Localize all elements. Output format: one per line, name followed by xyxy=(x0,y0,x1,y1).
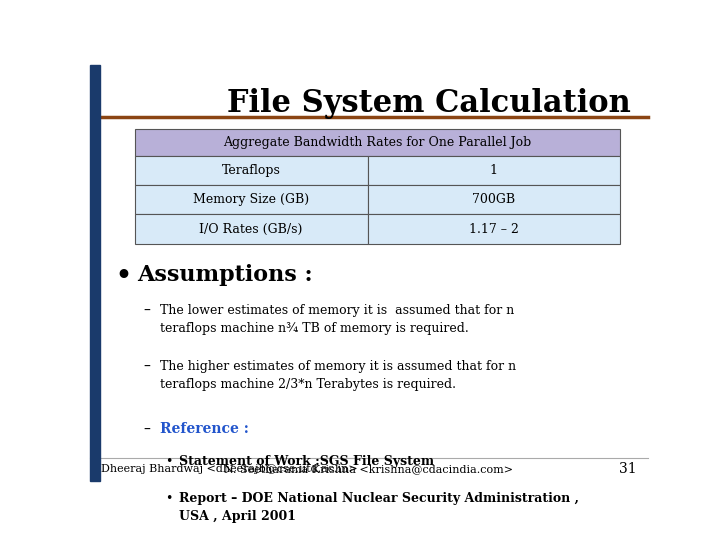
Text: •: • xyxy=(115,265,131,288)
Text: The higher estimates of memory it is assumed that for n
teraflops machine 2/3*n : The higher estimates of memory it is ass… xyxy=(160,360,516,391)
Bar xyxy=(90,65,100,481)
Text: Statement of Work :SGS File System: Statement of Work :SGS File System xyxy=(179,455,434,468)
Text: 1: 1 xyxy=(490,164,498,177)
Bar xyxy=(135,156,368,185)
Text: 700GB: 700GB xyxy=(472,193,516,206)
Text: The lower estimates of memory it is  assumed that for n
teraflops machine n¾ TB : The lower estimates of memory it is assu… xyxy=(160,304,514,335)
Text: Reference :: Reference : xyxy=(160,422,248,436)
Text: Memory Size (GB): Memory Size (GB) xyxy=(193,193,309,206)
Bar xyxy=(368,156,620,185)
Text: –: – xyxy=(143,304,150,318)
Bar xyxy=(368,214,620,244)
Bar xyxy=(135,214,368,244)
Text: File System Calculation: File System Calculation xyxy=(228,87,631,119)
Text: •: • xyxy=(166,455,173,468)
Text: N. Seetharama Krishna <krishna@cdacindia.com>: N. Seetharama Krishna <krishna@cdacindia… xyxy=(225,464,513,474)
Text: Aggregate Bandwidth Rates for One Parallel Job: Aggregate Bandwidth Rates for One Parall… xyxy=(223,136,531,149)
Text: Report – DOE National Nuclear Security Administration ,
USA , April 2001: Report – DOE National Nuclear Security A… xyxy=(179,492,580,523)
Text: Teraflops: Teraflops xyxy=(222,164,281,177)
Text: –: – xyxy=(143,422,150,436)
Bar xyxy=(368,185,620,214)
Text: •: • xyxy=(166,492,173,505)
Text: –: – xyxy=(143,360,150,374)
Bar xyxy=(135,129,620,156)
Text: Assumptions :: Assumptions : xyxy=(138,265,313,286)
Text: I/O Rates (GB/s): I/O Rates (GB/s) xyxy=(199,222,303,235)
Text: 31: 31 xyxy=(619,462,637,476)
Text: 1.17 – 2: 1.17 – 2 xyxy=(469,222,519,235)
Bar xyxy=(135,185,368,214)
Text: Dheeraj Bhardwaj <dheerajb@cse.iitd.ac.in>: Dheeraj Bhardwaj <dheerajb@cse.iitd.ac.i… xyxy=(101,464,358,474)
